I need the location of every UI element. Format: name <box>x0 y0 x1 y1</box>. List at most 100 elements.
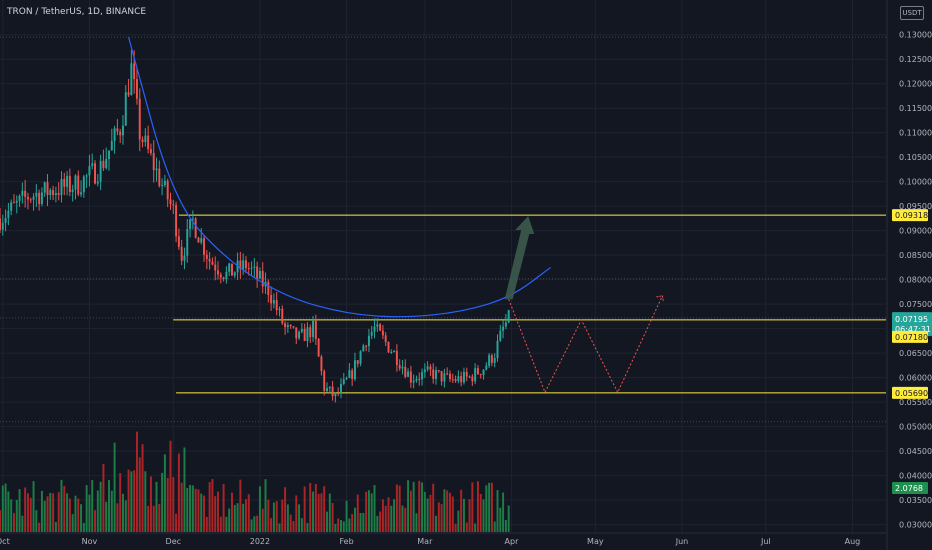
volume-bar <box>29 497 32 532</box>
volume-bar <box>370 493 373 532</box>
volume-bar <box>105 501 108 532</box>
volume-bar <box>60 479 63 532</box>
candle-body <box>298 331 301 339</box>
time-axis[interactable]: Oct Nov Dec 2022 Feb Mar Apr May Jun Jul Aug <box>0 532 886 546</box>
volume-bar <box>239 479 242 532</box>
candle-body <box>499 330 502 341</box>
price-axis[interactable]: 0.13000 0.12500 0.12000 0.11500 0.11000 0.105… <box>886 0 932 550</box>
candle-body <box>113 128 116 141</box>
candle-body <box>270 295 273 304</box>
volume-bar <box>175 513 178 532</box>
volume-bar <box>476 481 479 532</box>
candle-body <box>52 190 55 195</box>
candle-body <box>353 360 356 380</box>
candle-body <box>124 92 127 126</box>
volume-bar <box>323 486 326 532</box>
candle-body <box>317 338 320 357</box>
volume-bar <box>110 490 113 532</box>
candle-body <box>359 351 362 364</box>
volume-bar <box>426 498 429 532</box>
candle-body <box>376 324 379 327</box>
price-tick-label: 0.12000 <box>899 80 932 89</box>
volume-bar <box>205 516 208 532</box>
volume-bar <box>281 499 284 532</box>
volume-bar <box>303 486 306 532</box>
candle-body <box>401 366 404 369</box>
candle-body <box>286 325 289 328</box>
candle-body <box>379 324 382 331</box>
candle-body <box>440 371 443 382</box>
volume-bar <box>217 491 219 532</box>
candle-body <box>138 98 141 140</box>
candle-body <box>320 356 323 372</box>
candle-body <box>393 350 396 353</box>
volume-bar <box>256 515 259 532</box>
level-price-text: 0.07180 <box>895 333 928 342</box>
volume-bar <box>367 490 370 532</box>
time-tick-label: Feb <box>339 537 353 546</box>
volume-bar <box>0 510 1 532</box>
volume-bar <box>365 491 368 532</box>
volume-bar <box>345 500 348 532</box>
volume-bar <box>351 514 354 532</box>
volume-bar <box>247 494 250 532</box>
volume-bar <box>415 513 418 532</box>
candle-body <box>306 327 309 342</box>
volume-bar <box>258 486 261 532</box>
candle-body <box>351 370 354 380</box>
volume-bar <box>99 481 102 532</box>
candle-body <box>404 366 407 377</box>
candle-body <box>488 355 491 366</box>
currency-unit-badge[interactable]: USDT <box>900 6 924 20</box>
volume-bar <box>300 518 303 532</box>
candle-body <box>68 175 71 193</box>
candle-body <box>337 393 340 395</box>
candle-body <box>180 246 183 261</box>
volume-bars <box>0 431 510 532</box>
candle-body <box>194 218 197 238</box>
candle-body <box>74 175 77 190</box>
candle-body <box>214 264 217 271</box>
candle-body <box>381 330 384 336</box>
time-tick-label: Oct <box>0 537 10 546</box>
candle-body <box>15 200 18 203</box>
volume-bar <box>373 485 376 532</box>
candle-body <box>460 376 463 383</box>
volume-bar <box>108 480 110 532</box>
candle-body <box>24 190 27 197</box>
candle-body <box>231 263 233 276</box>
volume-bar <box>121 493 124 532</box>
volume-bar <box>468 499 471 532</box>
candle-body <box>256 266 259 279</box>
volume-bar <box>331 503 334 532</box>
candle-body <box>362 345 365 352</box>
symbol-title[interactable]: TRON / TetherUS, 1D, BINANCE <box>7 7 147 17</box>
volume-bar <box>66 493 69 532</box>
candle-body <box>105 159 108 169</box>
candle-body <box>387 341 390 353</box>
candle-body <box>18 195 21 201</box>
price-tick-label: 0.06500 <box>899 349 932 358</box>
candle-body <box>300 329 303 332</box>
candle-body <box>418 378 421 380</box>
candle-body <box>49 190 52 195</box>
volume-bar <box>437 502 440 532</box>
candle-body <box>163 180 166 186</box>
candle-body <box>189 219 192 230</box>
level-price-label <box>892 209 928 222</box>
candle-body <box>166 180 169 200</box>
volume-bar <box>228 508 231 532</box>
price-tick-label: 0.13000 <box>899 31 932 40</box>
level-price-label <box>892 386 928 399</box>
volume-bar <box>68 498 71 532</box>
volume-bar <box>211 479 214 532</box>
time-tick-label: Mar <box>417 537 433 546</box>
price-tick-label: 0.12500 <box>899 55 932 64</box>
candle-body <box>454 379 457 382</box>
volume-bar <box>18 489 21 532</box>
candle-body <box>407 371 410 377</box>
candle-body <box>200 238 203 243</box>
candle-body <box>275 300 278 311</box>
volume-bar <box>292 520 295 532</box>
